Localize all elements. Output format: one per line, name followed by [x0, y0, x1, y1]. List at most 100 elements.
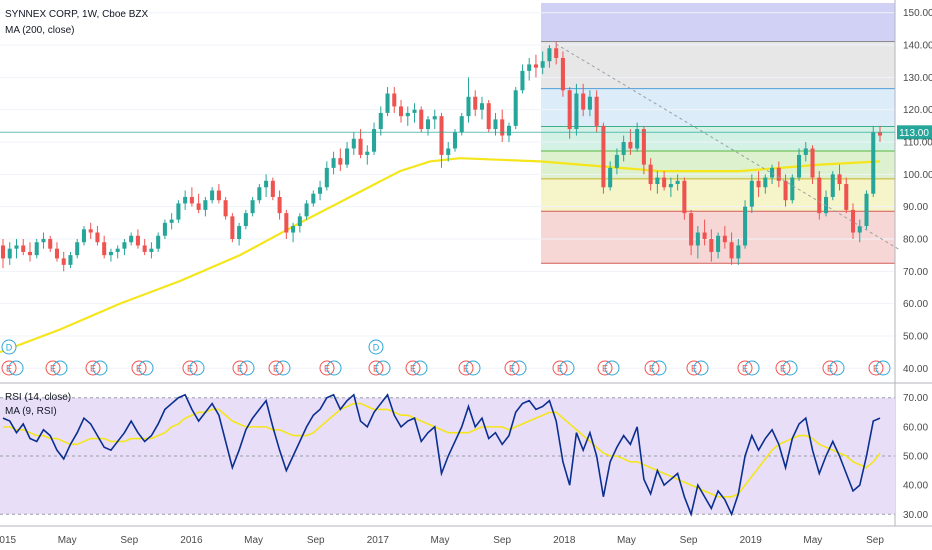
time-tick-label: Sep	[307, 535, 325, 546]
candle-body	[351, 138, 356, 149]
earnings-marker: E	[368, 360, 391, 376]
candle-body	[183, 196, 188, 204]
dividend-ring	[52, 360, 68, 376]
candle-body	[621, 142, 626, 155]
dividend-ring	[8, 360, 24, 376]
time-tick-label: 2017	[367, 535, 390, 546]
candle-body	[506, 125, 511, 136]
candlesticks	[0, 41, 883, 272]
candle-body	[41, 238, 46, 243]
candle-body	[405, 112, 410, 117]
candle-body	[412, 109, 417, 113]
candle-body	[837, 174, 842, 185]
candle-body	[156, 235, 161, 249]
dividend-marker: D	[1, 339, 17, 355]
time-tick-label: Sep	[866, 535, 884, 546]
candle-body	[257, 187, 262, 201]
candle-body	[628, 142, 633, 149]
candle-body	[493, 119, 498, 130]
dividend-circle	[1, 339, 17, 355]
price-tick-label: 70.00	[903, 267, 928, 278]
candle-body	[850, 209, 856, 233]
candle-body	[129, 235, 134, 243]
rsi-tick-label: 40.00	[903, 481, 928, 492]
candle-body	[270, 180, 275, 197]
legend: SYNNEX CORP, 1W, Cboe BZX MA (200, close…	[5, 9, 149, 417]
earnings-marker: E	[737, 360, 760, 376]
candle-body	[797, 154, 802, 178]
candle-body	[783, 180, 788, 201]
time-tick-label: May	[58, 535, 77, 546]
candle-body	[169, 219, 174, 223]
last-price-line: 113.00	[0, 125, 932, 140]
dividend-ring	[559, 360, 575, 376]
dividend-ring	[744, 360, 760, 376]
candle-body	[635, 129, 640, 149]
earnings-marker: E	[131, 360, 154, 376]
candle-body	[608, 167, 613, 188]
candle-body	[21, 245, 26, 252]
candle-body	[830, 174, 835, 197]
last-price-label: 113.00	[899, 128, 929, 139]
candle-body	[520, 70, 525, 91]
candle-body	[587, 96, 592, 110]
candle-body	[513, 90, 518, 126]
candle-body	[554, 48, 559, 58]
candle-body	[149, 248, 154, 252]
dividend-ring	[138, 360, 154, 376]
dividend-marker: D	[368, 339, 384, 355]
dividend-ring	[875, 360, 891, 376]
candle-body	[61, 258, 66, 265]
price-tick-label: 90.00	[903, 202, 928, 213]
price-tick-label: 60.00	[903, 299, 928, 310]
dividend-letter: D	[373, 343, 380, 353]
candle-body	[365, 151, 370, 155]
earnings-marker: E	[232, 360, 255, 376]
dividend-ring	[465, 360, 481, 376]
candle-body	[871, 132, 876, 194]
candle-body	[486, 103, 491, 130]
rsi-tick-label: 60.00	[903, 422, 928, 433]
candle-body	[34, 242, 39, 256]
rsi-tick-label: 30.00	[903, 510, 928, 521]
time-tick-label: 2015	[0, 535, 17, 546]
candle-body	[736, 245, 741, 259]
candle-body	[135, 235, 140, 246]
time-tick-label: 2019	[740, 535, 763, 546]
price-tick-label: 150.00	[903, 8, 932, 19]
earnings-marker: E	[822, 360, 845, 376]
time-tick-label: May	[803, 535, 822, 546]
candle-body	[716, 235, 721, 252]
fib-zone	[541, 41, 895, 89]
trend-dashed-line[interactable]	[555, 43, 901, 251]
candle-body	[324, 167, 329, 188]
candle-body	[203, 200, 208, 210]
candle-body	[142, 245, 147, 252]
fibonacci-retracement[interactable]	[541, 3, 895, 264]
price-tick-label: 130.00	[903, 73, 932, 84]
candle-body	[338, 158, 343, 165]
candle-body	[824, 196, 829, 214]
price-tick-label: 100.00	[903, 170, 932, 181]
candle-body	[216, 190, 221, 201]
candle-body	[243, 213, 248, 227]
last-price-badge	[897, 125, 932, 140]
candle-body	[452, 132, 458, 149]
ma200-legend: MA (200, close)	[5, 25, 74, 36]
candle-body	[763, 177, 768, 188]
candle-body	[466, 96, 471, 117]
price-tick-label: 80.00	[903, 234, 928, 245]
grid	[0, 0, 932, 527]
candle-body	[432, 116, 437, 120]
candle-body	[75, 242, 80, 256]
candle-body	[0, 245, 6, 259]
candle-body	[345, 148, 350, 165]
candle-body	[318, 187, 323, 194]
earnings-marker: E	[552, 360, 575, 376]
ma200-line	[0, 157, 881, 354]
candle-body	[27, 251, 33, 256]
candle-body	[641, 129, 646, 165]
candle-body	[655, 177, 660, 185]
candle-body	[695, 232, 700, 246]
